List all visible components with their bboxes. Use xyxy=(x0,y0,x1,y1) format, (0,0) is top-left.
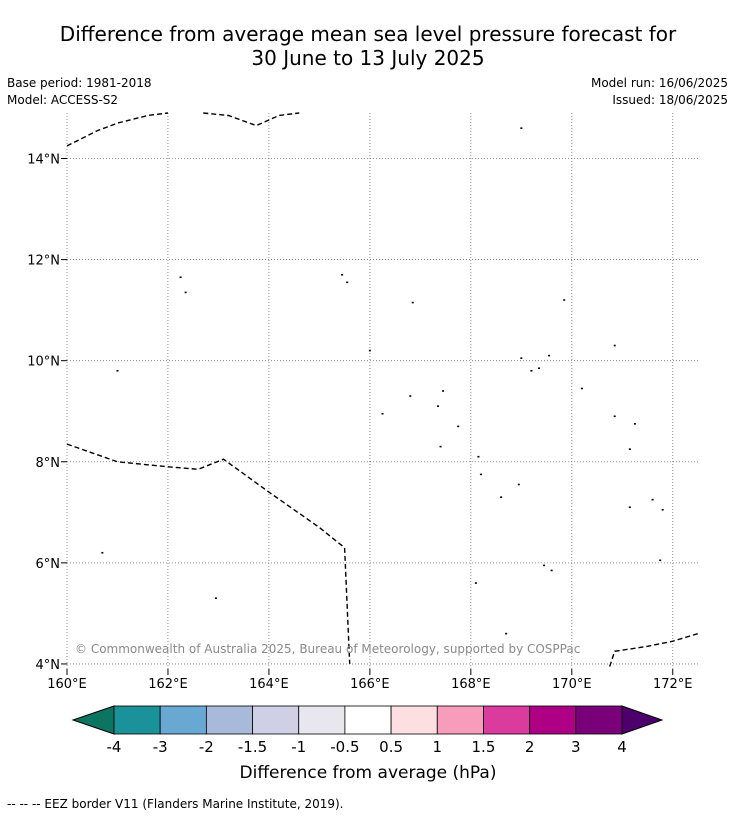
x-tick-label: 164°E xyxy=(249,677,289,692)
island xyxy=(409,395,412,397)
model-text: Model: ACCESS-S2 xyxy=(7,93,119,107)
colorbar-bin xyxy=(113,705,161,735)
map-figure: 160°E 162°E 164°E 166°E 168°E 170°E 172°E 4°N 6°… xyxy=(27,112,699,783)
x-tick-label: 170°E xyxy=(552,677,592,692)
island xyxy=(474,582,477,584)
island xyxy=(346,281,349,284)
island xyxy=(530,369,533,372)
colorbar-bin xyxy=(436,705,484,735)
colorbar-tick-label: -1 xyxy=(291,738,306,756)
island xyxy=(613,344,616,347)
x-tick-label: 160°E xyxy=(47,677,87,692)
chart-title: Difference from average mean sea level p… xyxy=(0,22,736,70)
copyright-text: © Commonwealth of Australia 2025, Bureau… xyxy=(75,642,580,656)
island xyxy=(628,448,631,450)
y-tick-label: 6°N xyxy=(36,557,61,572)
island xyxy=(457,425,460,428)
colorbar-label: Difference from average (hPa) xyxy=(240,763,497,783)
colorbar-bin xyxy=(344,705,392,735)
base-period-text: Base period: 1981-2018 xyxy=(7,76,152,90)
issued-text: Issued: 18/06/2025 xyxy=(612,93,728,107)
eez-border-legend: -- -- -- EEZ border V11 (Flanders Marine… xyxy=(7,797,344,811)
colorbar-bin xyxy=(575,705,623,735)
eez-border-line xyxy=(609,632,699,667)
colorbar-bin xyxy=(298,705,346,735)
island xyxy=(633,423,636,425)
colorbar-bin xyxy=(205,705,253,735)
colorbar-bin xyxy=(529,705,577,735)
island xyxy=(477,455,480,458)
island xyxy=(548,354,551,357)
colorbar-under-arrow xyxy=(71,705,115,735)
island xyxy=(368,349,371,352)
island xyxy=(651,498,654,501)
colorbar-tick-label: 1 xyxy=(432,738,442,756)
colorbar-over-arrow xyxy=(621,705,664,735)
title-line-2: 30 June to 13 July 2025 xyxy=(251,46,485,70)
colorbar-tick-label: 2 xyxy=(525,738,535,756)
island xyxy=(659,559,662,562)
island xyxy=(537,367,540,370)
colorbar-bin xyxy=(159,705,207,735)
metadata-right: Model run: 16/06/2025 Issued: 18/06/2025 xyxy=(591,75,728,109)
colorbar-tick-label: -3 xyxy=(153,738,168,756)
island xyxy=(517,483,520,486)
island xyxy=(500,496,503,498)
colorbar-tick-label: 4 xyxy=(617,738,627,756)
island xyxy=(563,299,566,301)
island xyxy=(179,276,182,279)
metadata-left: Base period: 1981-2018 Model: ACCESS-S2 xyxy=(7,75,152,109)
colorbar-tick-label: -2 xyxy=(199,738,214,756)
island xyxy=(479,473,482,476)
island xyxy=(550,569,553,572)
island xyxy=(613,415,616,418)
y-tick-label: 10°N xyxy=(27,355,60,370)
island xyxy=(520,357,523,359)
island xyxy=(214,597,217,600)
x-tick-label: 168°E xyxy=(451,677,491,692)
island xyxy=(505,632,508,635)
x-tick-label: 172°E xyxy=(653,677,693,692)
island xyxy=(520,127,523,129)
eez-border-line xyxy=(203,112,300,127)
island xyxy=(116,369,119,372)
colorbar-bin xyxy=(483,705,531,735)
colorbar-tick-label: -0.5 xyxy=(330,738,359,756)
y-tick-label: 14°N xyxy=(27,152,60,167)
colorbar-tick-label: 1.5 xyxy=(472,738,496,756)
model-run-text: Model run: 16/06/2025 xyxy=(590,76,728,90)
island xyxy=(661,508,664,511)
x-tick-label: 166°E xyxy=(350,677,390,692)
colorbar-tick-label: 3 xyxy=(571,738,581,756)
map-area xyxy=(67,113,698,669)
colorbar-tick-label: -4 xyxy=(107,738,122,756)
eez-border-line xyxy=(66,443,351,664)
colorbar-tick-label: -1.5 xyxy=(238,738,267,756)
island xyxy=(628,506,631,509)
island xyxy=(543,564,546,567)
island xyxy=(101,551,104,554)
island xyxy=(381,412,384,415)
island xyxy=(442,390,445,392)
title-line-1: Difference from average mean sea level p… xyxy=(59,22,677,46)
y-tick-label: 8°N xyxy=(36,456,61,471)
island xyxy=(439,445,442,448)
island xyxy=(184,291,187,294)
colorbar-tick-label: 0.5 xyxy=(379,738,403,756)
colorbar-bin xyxy=(390,705,438,735)
y-tick-label: 12°N xyxy=(27,254,60,269)
island xyxy=(341,273,344,276)
island xyxy=(580,387,583,390)
island xyxy=(411,301,414,304)
x-tick-label: 162°E xyxy=(148,677,188,692)
island xyxy=(437,405,440,407)
y-tick-label: 4°N xyxy=(36,658,61,673)
colorbar-bin xyxy=(252,705,300,735)
